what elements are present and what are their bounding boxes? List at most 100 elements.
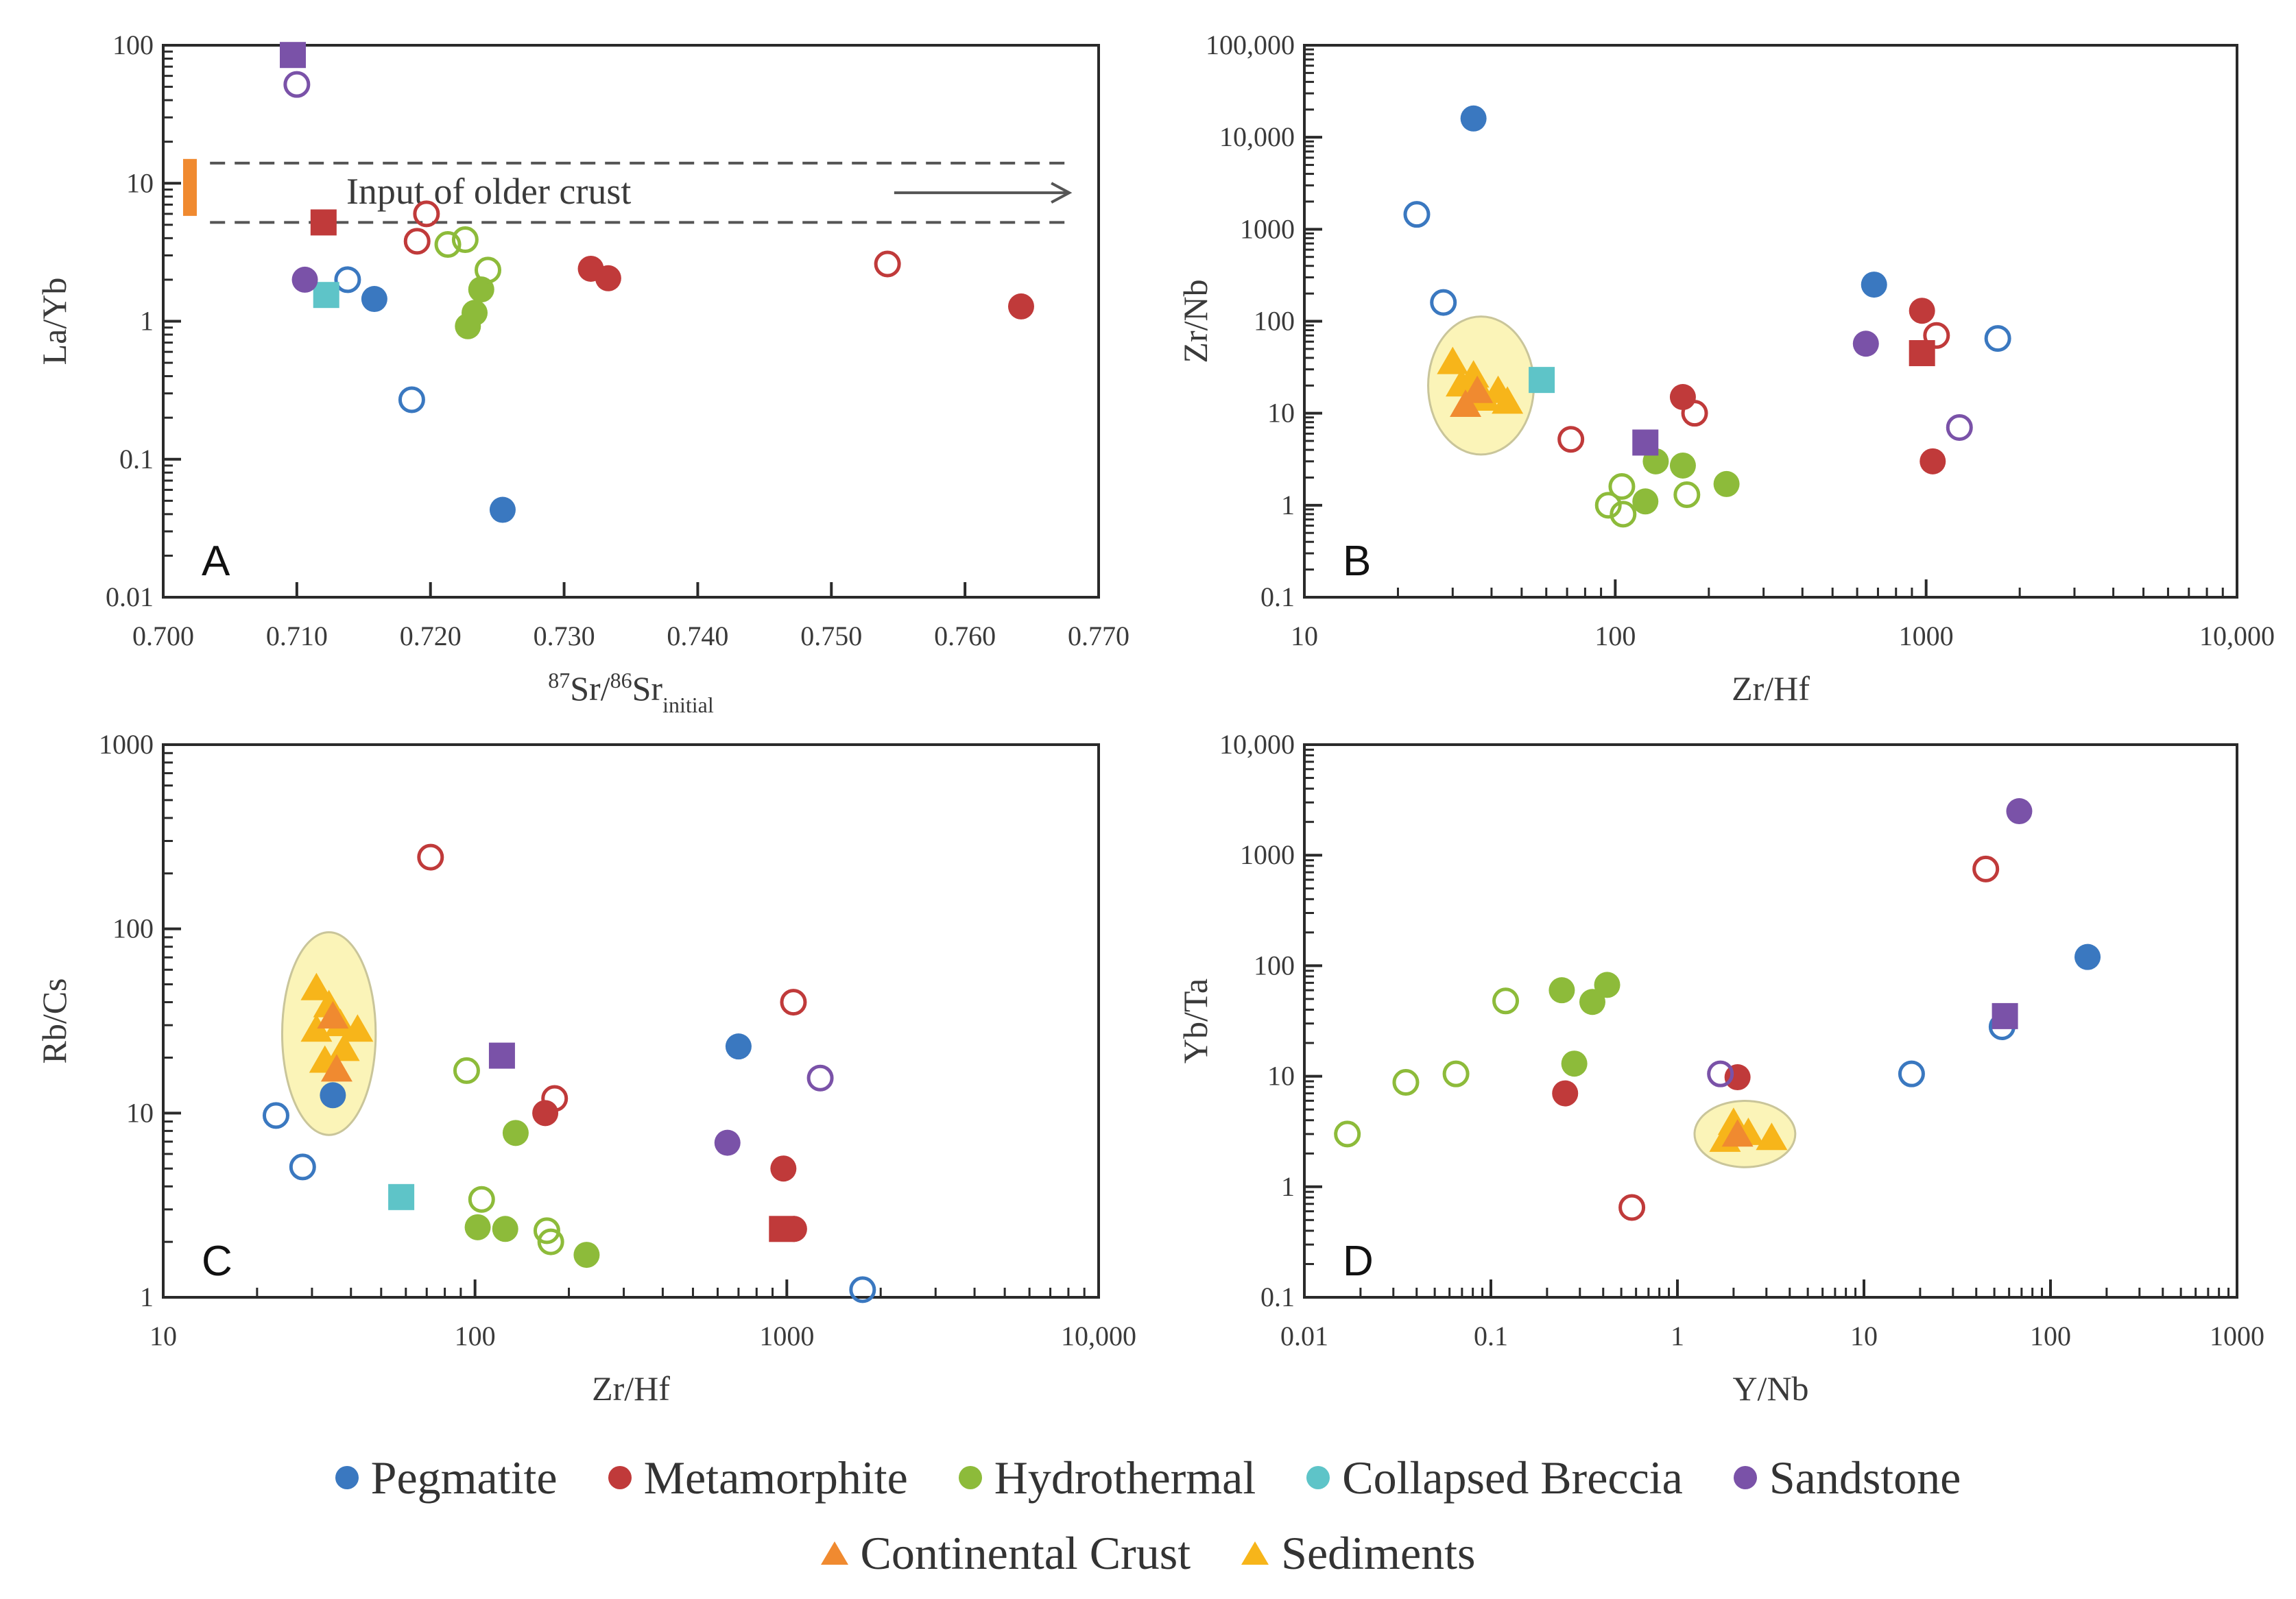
point-filled-pegmatite bbox=[725, 1033, 752, 1060]
y-tick-label: 1 bbox=[140, 1282, 154, 1312]
point-filled-hydrothermal bbox=[1561, 1050, 1588, 1077]
x-tick-label: 10 bbox=[1850, 1321, 1878, 1351]
point-open-hydrothermal bbox=[1608, 472, 1636, 500]
point-filled-pegmatite bbox=[361, 286, 387, 313]
legend-item-continental-crust: Continental Crust bbox=[820, 1526, 1191, 1580]
point-square-sandstone bbox=[488, 1042, 515, 1069]
point-open-pegmatite bbox=[289, 1153, 316, 1181]
x-tick-label: 0.770 bbox=[1068, 621, 1129, 651]
panel-c: 1 10 100 1000 10 100 1000 10,000 Rb/Cs Zr/Hf C bbox=[35, 729, 1136, 1408]
panel-label: B bbox=[1343, 538, 1371, 585]
point-open-metamorphite bbox=[413, 200, 440, 228]
point-triangle-continental-crust bbox=[1721, 1119, 1754, 1147]
point-triangle-sediments bbox=[328, 1033, 360, 1061]
point-triangle-continental-crust bbox=[320, 1054, 352, 1082]
legend-row-2: Continental Crust Sediments bbox=[0, 1515, 2296, 1591]
x-tick-label: 0.760 bbox=[934, 621, 996, 651]
legend-item-hydrothermal: Hydrothermal bbox=[958, 1451, 1256, 1505]
legend-label: Pegmatite bbox=[370, 1451, 558, 1504]
point-open-hydrothermal bbox=[1610, 501, 1637, 528]
x-tick-label: 0.740 bbox=[667, 621, 728, 651]
y-axis-title: La/Yb bbox=[35, 278, 73, 365]
point-open-metamorphite bbox=[1618, 1194, 1646, 1221]
x-tick-label: 100 bbox=[2030, 1321, 2071, 1351]
x-axis-title-part: 86 bbox=[610, 668, 632, 693]
point-open-hydrothermal bbox=[451, 226, 479, 254]
x-tick-label: 0.710 bbox=[266, 621, 328, 651]
y-tick-label: 100 bbox=[112, 29, 154, 60]
x-axis-title-part: Sr/ bbox=[570, 669, 610, 708]
x-tick-label: 1000 bbox=[2210, 1321, 2264, 1351]
point-open-metamorphite bbox=[874, 250, 901, 278]
point-square-collapsed-breccia bbox=[1529, 367, 1555, 394]
point-triangle-continental-crust bbox=[317, 1001, 349, 1029]
point-square-sandstone bbox=[1632, 429, 1659, 456]
legend-label: Sediments bbox=[1281, 1526, 1476, 1579]
point-open-pegmatite bbox=[398, 386, 425, 413]
point-open-pegmatite bbox=[849, 1276, 876, 1303]
point-filled-hydrothermal bbox=[1594, 972, 1621, 998]
point-open-pegmatite bbox=[334, 266, 361, 293]
y-tick-label: 10 bbox=[1267, 1061, 1295, 1092]
y-tick-label: 10,000 bbox=[1219, 121, 1295, 152]
x-tick-label: 100 bbox=[1594, 621, 1636, 651]
point-filled-metamorphite bbox=[1552, 1080, 1579, 1107]
legend-item-collapsed-breccia: Collapsed Breccia bbox=[1306, 1451, 1683, 1505]
point-open-sandstone bbox=[283, 71, 311, 98]
panel-label: C bbox=[202, 1238, 232, 1285]
x-tick-label: 0.1 bbox=[1474, 1321, 1508, 1351]
point-open-hydrothermal bbox=[475, 256, 502, 284]
x-tick-label: 10,000 bbox=[1061, 1321, 1136, 1351]
legend-label: Collapsed Breccia bbox=[1342, 1451, 1683, 1504]
annotation-text: Input of older crust bbox=[346, 171, 631, 212]
legend-marker-sediments bbox=[1241, 1541, 1269, 1565]
point-open-sandstone bbox=[1707, 1060, 1734, 1087]
point-square-collapsed-breccia bbox=[313, 282, 339, 309]
plot-frame bbox=[1303, 44, 2238, 599]
point-open-pegmatite bbox=[1898, 1060, 1925, 1087]
point-open-sandstone bbox=[806, 1064, 834, 1092]
point-triangle-sediments bbox=[1457, 360, 1490, 388]
point-open-metamorphite bbox=[1923, 322, 1950, 349]
point-square-metamorphite bbox=[769, 1216, 796, 1242]
point-filled-hydrothermal bbox=[492, 1216, 518, 1242]
x-axis-title: Zr/Hf bbox=[592, 1369, 670, 1408]
point-triangle-sediments bbox=[1437, 346, 1469, 374]
point-triangle-continental-crust bbox=[1450, 389, 1482, 418]
point-open-hydrothermal bbox=[1673, 481, 1701, 509]
y-tick-label: 1000 bbox=[1240, 213, 1295, 244]
point-filled-metamorphite bbox=[1724, 1064, 1751, 1091]
x-tick-label: 0.720 bbox=[400, 621, 462, 651]
legend-marker-sandstone bbox=[1733, 1466, 1757, 1489]
y-tick-label: 0.1 bbox=[119, 444, 154, 474]
point-filled-metamorphite bbox=[1669, 384, 1696, 411]
point-open-hydrothermal bbox=[1594, 492, 1622, 519]
y-tick-label: 1 bbox=[1281, 1171, 1295, 1202]
point-filled-hydrothermal bbox=[1548, 977, 1575, 1004]
panel-label: A bbox=[202, 538, 230, 585]
point-triangle-sediments bbox=[300, 972, 333, 1000]
point-open-metamorphite bbox=[1557, 426, 1585, 453]
point-filled-pegmatite bbox=[1861, 272, 1887, 298]
point-filled-hydrothermal bbox=[455, 313, 481, 339]
point-filled-hydrothermal bbox=[502, 1120, 529, 1146]
legend-item-sandstone: Sandstone bbox=[1733, 1451, 1961, 1505]
legend-label: Continental Crust bbox=[860, 1526, 1191, 1579]
x-tick-label: 10,000 bbox=[2199, 621, 2275, 651]
point-square-metamorphite bbox=[310, 209, 337, 236]
point-open-hydrothermal bbox=[533, 1217, 560, 1245]
point-filled-metamorphite bbox=[532, 1100, 559, 1127]
point-square-sandstone bbox=[280, 42, 307, 69]
point-filled-metamorphite bbox=[1007, 293, 1034, 320]
panel-a: 0.01 0.1 1 10 100 0.700 0.710 0.720 0.730 0.740 0.… bbox=[35, 29, 1129, 717]
legend-label: Metamorphite bbox=[643, 1451, 908, 1504]
point-open-metamorphite bbox=[403, 228, 431, 255]
y-tick-label: 0.1 bbox=[1260, 1282, 1295, 1312]
legend-marker-continental-crust bbox=[820, 1541, 848, 1565]
plot-frame bbox=[162, 743, 1100, 1299]
point-square-collapsed-breccia bbox=[388, 1183, 415, 1210]
point-open-pegmatite bbox=[1403, 201, 1431, 228]
point-triangle-sediments bbox=[342, 1014, 374, 1042]
point-filled-metamorphite bbox=[1909, 298, 1935, 324]
point-filled-hydrothermal bbox=[1632, 488, 1659, 515]
